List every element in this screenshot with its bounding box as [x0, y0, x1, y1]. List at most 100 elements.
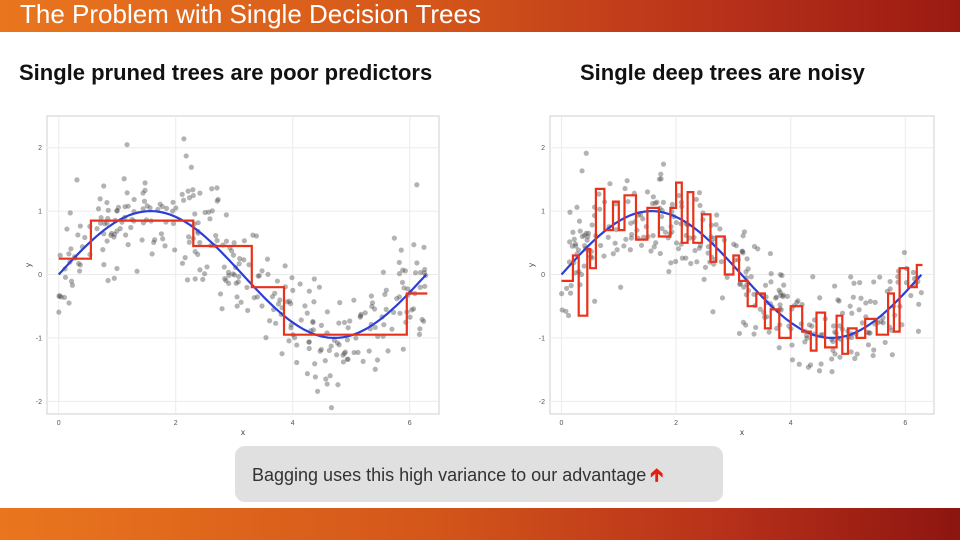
scatter-point — [209, 208, 215, 214]
scatter-point — [172, 247, 178, 253]
scatter-point — [910, 269, 917, 275]
scatter-point — [324, 309, 330, 315]
scatter-point — [574, 204, 580, 210]
scatter-point — [613, 227, 619, 233]
scatter-point — [368, 293, 374, 299]
scatter-point — [297, 281, 303, 287]
scatter-point — [581, 232, 587, 238]
scatter-point — [197, 239, 203, 246]
y-tick-label: 1 — [541, 209, 545, 216]
scatter-point — [304, 310, 310, 316]
scatter-point — [328, 405, 335, 411]
scatter-point — [286, 298, 293, 304]
scatter-point — [340, 359, 347, 365]
scatter-point — [125, 242, 131, 248]
footer-bar — [0, 508, 960, 540]
x-tick-label: 2 — [674, 420, 678, 427]
scatter-point — [341, 319, 348, 326]
scatter-point — [887, 286, 893, 292]
scatter-point — [651, 244, 657, 250]
scatter-point — [584, 237, 590, 243]
scatter-point — [304, 371, 311, 377]
scatter-point — [416, 331, 423, 337]
scatter-point — [601, 253, 607, 259]
scatter-point — [326, 347, 332, 354]
scatter-point — [372, 366, 378, 372]
scatter-point — [807, 362, 814, 368]
scatter-point — [269, 294, 276, 300]
y-tick-label: -2 — [539, 399, 545, 406]
scatter-point — [226, 280, 232, 286]
scatter-point — [190, 192, 196, 199]
scatter-point — [705, 250, 711, 256]
title-bar: The Problem with Single Decision Trees — [0, 0, 960, 32]
scatter-point — [114, 228, 120, 234]
scatter-point — [163, 205, 170, 211]
scatter-point — [286, 338, 292, 344]
scatter-point — [188, 164, 194, 170]
scatter-point — [385, 348, 391, 354]
scatter-point — [753, 324, 759, 331]
scatter-point — [241, 257, 247, 263]
scatter-point — [306, 339, 312, 345]
scatter-point — [284, 299, 290, 305]
x-axis-label: x — [241, 428, 245, 437]
scatter-point — [673, 240, 680, 246]
scatter-point — [804, 335, 810, 341]
scatter-point — [170, 208, 176, 214]
scatter-point — [310, 327, 316, 333]
scatter-point — [190, 187, 196, 193]
scatter-point — [179, 260, 186, 266]
scatter-point — [918, 290, 924, 296]
scatter-point — [740, 250, 746, 256]
scatter-point — [402, 268, 408, 274]
scatter-point — [612, 240, 618, 246]
scatter-point — [316, 284, 323, 290]
scatter-point — [669, 201, 675, 208]
pruned-tree-plot: 0 2 4 6 -2 -1 0 1 2 x y — [17, 108, 445, 438]
scatter-point — [241, 238, 247, 244]
scatter-point — [908, 292, 914, 299]
scatter-point — [780, 293, 786, 300]
scatter-point — [298, 317, 304, 323]
scatter-point — [219, 306, 225, 312]
plot-area — [549, 115, 935, 415]
scatter-point — [186, 239, 192, 245]
scatter-point — [401, 285, 407, 291]
x-tick-label: 4 — [789, 420, 793, 427]
scatter-point — [142, 187, 148, 193]
scatter-point — [867, 298, 873, 304]
scatter-point — [222, 276, 228, 282]
scatter-point — [75, 232, 81, 238]
scatter-point — [743, 322, 749, 328]
scatter-point — [195, 220, 201, 226]
scatter-point — [740, 233, 746, 239]
scatter-point — [289, 275, 295, 281]
scatter-point — [322, 358, 328, 364]
bagging-callout: Bagging uses this high variance to our a… — [235, 446, 723, 502]
scatter-point — [887, 278, 893, 285]
scatter-point — [192, 249, 198, 255]
scatter-point — [640, 216, 646, 222]
scatter-point — [817, 295, 823, 301]
scatter-point — [867, 330, 873, 336]
y-tick-label: -2 — [36, 399, 42, 406]
scatter-point — [768, 279, 774, 285]
scatter-point — [101, 183, 107, 189]
scatter-point — [234, 303, 240, 309]
scatter-point — [327, 373, 333, 379]
scatter-point — [131, 196, 137, 203]
scatter-point — [340, 352, 346, 358]
scatter-point — [233, 280, 239, 286]
scatter-point — [217, 291, 224, 297]
scatter-point — [109, 230, 115, 236]
x-tick-label: 6 — [903, 420, 907, 427]
scatter-point — [679, 255, 685, 261]
scatter-point — [567, 209, 573, 215]
scatter-point — [741, 229, 748, 235]
scatter-point — [673, 258, 679, 265]
scatter-point — [255, 273, 261, 279]
scatter-point — [789, 342, 795, 348]
scatter-point — [213, 233, 219, 239]
scatter-point — [123, 232, 129, 238]
